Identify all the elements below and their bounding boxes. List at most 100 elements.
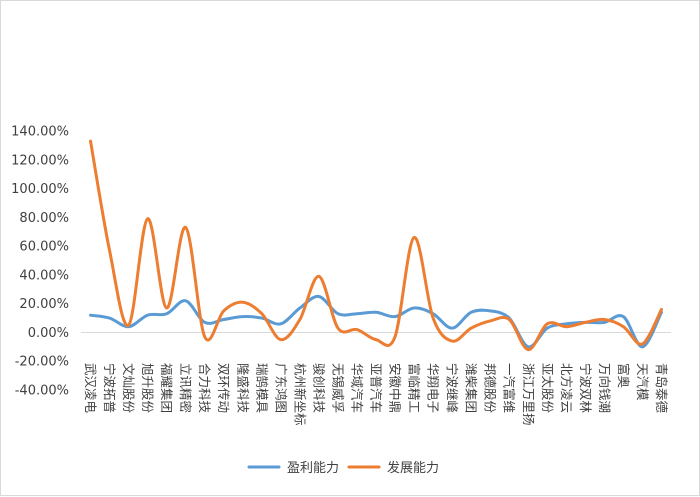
data-point xyxy=(184,226,186,228)
data-point xyxy=(527,346,529,348)
data-point xyxy=(565,323,567,325)
x-tick-label: 无锡威孚 xyxy=(330,363,345,413)
x-tick-label: 宁波拓普 xyxy=(102,363,117,413)
data-point xyxy=(546,323,548,325)
x-tick-label: 文灿股份 xyxy=(121,363,136,414)
data-point xyxy=(413,236,415,238)
data-point xyxy=(356,313,358,315)
data-point xyxy=(470,327,472,329)
data-point xyxy=(356,328,358,330)
data-point xyxy=(622,315,624,317)
x-tick-label: 华域汽车 xyxy=(349,363,364,413)
legend: 盈利能力 发展能力 xyxy=(247,460,439,476)
data-point xyxy=(242,301,244,303)
x-tick-label: 亚普汽车 xyxy=(369,363,384,413)
data-point xyxy=(660,308,662,310)
data-point xyxy=(394,336,396,338)
y-tick-label: 0.00% xyxy=(28,326,69,341)
data-point xyxy=(165,313,167,315)
data-point xyxy=(165,307,167,309)
data-point xyxy=(394,315,396,317)
x-tick-label: 天汽模 xyxy=(635,363,650,401)
y-tick-label: 20.00% xyxy=(19,297,69,312)
x-tick-label: 立讯精密 xyxy=(178,363,193,413)
data-point xyxy=(470,311,472,313)
data-point xyxy=(432,317,434,319)
y-tick-label: -40.00% xyxy=(15,384,69,399)
series-1 xyxy=(89,294,663,349)
x-tick-label: 一汽富维 xyxy=(502,363,517,413)
x-tick-label: 富奥 xyxy=(616,363,631,389)
x-tick-label: 武汉凌电 xyxy=(83,363,98,414)
x-tick-label: 双环传动 xyxy=(216,363,231,413)
x-tick-label: 万向钱潮 xyxy=(597,363,612,413)
y-axis: -40.00% -20.00% 0.00% 20.00% 40.00% 60.00% 80.… xyxy=(11,125,69,399)
data-point xyxy=(413,307,415,309)
x-tick-label: 邦德股份 xyxy=(483,363,498,414)
legend-label: 发展能力 xyxy=(387,460,439,476)
series-2 xyxy=(89,139,663,352)
data-point xyxy=(223,310,225,312)
data-point xyxy=(622,325,624,327)
data-point xyxy=(261,313,263,315)
data-point xyxy=(375,338,377,340)
data-point xyxy=(299,307,301,309)
series-line xyxy=(89,294,663,349)
data-point xyxy=(184,300,186,302)
x-tick-label: 潍柴集团 xyxy=(464,363,479,413)
y-tick-label: -20.00% xyxy=(15,355,69,370)
data-point xyxy=(242,315,244,317)
x-tick-label: 合力科技 xyxy=(197,363,212,414)
data-point xyxy=(223,318,225,320)
x-tick-label: 杭州新坐标 xyxy=(292,363,307,426)
data-point xyxy=(261,317,263,319)
data-point xyxy=(451,327,453,329)
data-point xyxy=(108,317,110,319)
series-layer xyxy=(89,139,663,352)
data-point xyxy=(337,327,339,329)
data-point xyxy=(527,349,529,351)
data-point xyxy=(489,320,491,322)
data-point xyxy=(280,338,282,340)
x-tick-label: 青岛泰德 xyxy=(654,363,669,414)
legend-item: 盈利能力 xyxy=(247,461,339,476)
x-tick-label: 广东鸿图 xyxy=(273,363,288,413)
x-tick-label: 宁波继峰 xyxy=(445,363,460,414)
data-point xyxy=(508,318,510,320)
data-point xyxy=(204,321,206,323)
x-tick-label: 北方凌云 xyxy=(559,363,574,413)
data-point xyxy=(641,346,643,348)
data-point xyxy=(204,336,206,338)
data-point xyxy=(89,140,91,142)
y-tick-label: 40.00% xyxy=(19,268,69,283)
x-tick-label: 隆盛科技 xyxy=(235,363,250,414)
data-point xyxy=(375,311,377,313)
legend-item: 发展能力 xyxy=(347,460,439,476)
data-point xyxy=(337,313,339,315)
data-point xyxy=(280,323,282,325)
x-tick-label: 骏创科技 xyxy=(311,363,326,414)
y-tick-label: 140.00% xyxy=(11,125,69,140)
y-tick-label: 100.00% xyxy=(11,182,69,197)
data-point xyxy=(146,218,148,220)
data-point xyxy=(318,295,320,297)
y-tick-label: 60.00% xyxy=(19,240,69,255)
data-point xyxy=(89,314,91,316)
x-tick-label: 宁波双林 xyxy=(578,363,593,414)
x-tick-label: 福耀集团 xyxy=(159,363,174,413)
y-tick-label: 120.00% xyxy=(11,153,69,168)
data-point xyxy=(489,310,491,312)
data-point xyxy=(451,340,453,342)
data-point xyxy=(641,343,643,345)
series-line xyxy=(89,139,663,352)
data-point xyxy=(146,314,148,316)
data-point xyxy=(584,321,586,323)
data-point xyxy=(603,318,605,320)
x-tick-label: 安徽中鼎 xyxy=(388,363,403,413)
x-tick-label: 瑞鹄模具 xyxy=(254,363,269,414)
data-point xyxy=(318,275,320,277)
data-point xyxy=(299,318,301,320)
x-tick-label: 亚太股份 xyxy=(540,363,555,414)
